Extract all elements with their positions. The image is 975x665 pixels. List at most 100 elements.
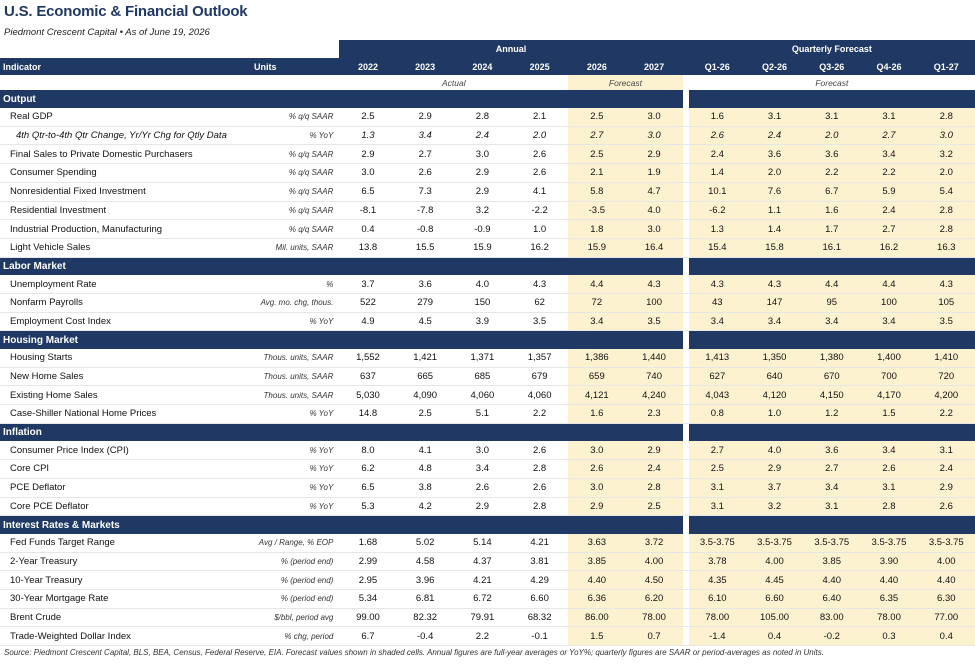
quarterly-value: 4.45: [745, 570, 804, 590]
annual-value: 5,030: [339, 385, 397, 406]
quarterly-group-label: Quarterly Forecast: [688, 40, 975, 58]
quarterly-value: 4.4: [860, 275, 918, 294]
table-row: 4th Qtr-to-4th Qtr Change, Yr/Yr Chg for…: [0, 126, 975, 146]
quarterly-value: 2.7: [860, 126, 918, 146]
indicator-label: 4th Qtr-to-4th Qtr Change, Yr/Yr Chg for…: [0, 126, 251, 146]
table-row: 10-Year Treasury% (period end) 2.95 3.96 4.…: [0, 570, 975, 590]
annual-value: -0.8: [396, 219, 454, 239]
annual-value: 3.72: [625, 533, 683, 553]
annual-value: 665: [396, 367, 454, 387]
quarterly-value: 4.00: [917, 552, 975, 572]
section-header: Housing Market: [0, 330, 975, 349]
quarterly-value: 78.00: [860, 608, 918, 628]
annual-value: 6.20: [625, 589, 683, 609]
annual-value: 16.2: [511, 238, 569, 258]
quarterly-value: 3.1: [803, 497, 861, 517]
quarterly-value: 0.4: [745, 626, 804, 646]
quarterly-value: 78.00: [688, 608, 746, 628]
quarterly-value: 2.0: [745, 163, 804, 183]
quarterly-value: 43: [688, 293, 746, 313]
annual-value: 3.4: [568, 312, 626, 332]
quarterly-value: 1,400: [860, 349, 918, 368]
quarterly-value: 2.9: [745, 459, 804, 479]
quarterly-value: 147: [745, 293, 804, 313]
units-label: % q/q SAAR: [251, 219, 340, 239]
annual-value: 3.0: [453, 441, 511, 461]
section-title: Housing Market: [0, 330, 683, 349]
annual-value: 1.0: [511, 219, 569, 239]
indicator-label: Real GDP: [0, 108, 251, 127]
quarterly-value: 15.8: [745, 238, 804, 258]
annual-value: 2.9: [453, 163, 511, 183]
annual-value: 4.29: [511, 570, 569, 590]
annual-value: 4,090: [396, 385, 454, 406]
annual-value: 0.7: [625, 626, 683, 646]
units-label: % YoY: [251, 497, 340, 517]
annual-value: 5.02: [396, 533, 454, 553]
quarterly-value: 2.7: [860, 219, 918, 239]
units-label: $/bbl, period avg: [251, 608, 340, 628]
indicator-label: Nonfarm Payrolls: [0, 293, 251, 313]
annual-value: 3.9: [453, 312, 511, 332]
annual-value: 2.4: [453, 126, 511, 146]
quarterly-value: 3.0: [917, 126, 975, 146]
annual-value: 2.8: [453, 108, 511, 127]
annual-value: 2.6: [568, 459, 626, 479]
section-title: Interest Rates & Markets: [0, 515, 683, 534]
annual-value: 72: [568, 293, 626, 313]
indicator-label: Employment Cost Index: [0, 312, 251, 332]
quarterly-value: 3.78: [688, 552, 746, 572]
outlook-table: Annual Quarterly Forecast Indicator Unit…: [0, 40, 975, 646]
quarterly-value: 2.7: [688, 441, 746, 461]
quarterly-value: 2.0: [803, 126, 861, 146]
units-header: Units: [251, 57, 340, 76]
annual-value: 1.68: [339, 533, 397, 553]
annual-value: 2.2: [453, 626, 511, 646]
quarter-header: Q3-26: [803, 57, 861, 76]
quarterly-value: 4,200: [917, 385, 975, 406]
quarterly-value: -0.2: [803, 626, 861, 646]
quarterly-value: 3.4: [803, 478, 861, 498]
group-header-row: Annual Quarterly Forecast: [0, 40, 975, 58]
quarterly-value: 1.3: [688, 219, 746, 239]
annual-value: 3.85: [568, 552, 626, 572]
annual-value: 13.8: [339, 238, 397, 258]
quarterly-value: 1.4: [688, 163, 746, 183]
units-label: Avg / Range, % EOP: [251, 533, 340, 553]
annual-value: 3.2: [453, 201, 511, 221]
annual-value: 3.8: [396, 478, 454, 498]
quarterly-value: 6.7: [803, 182, 861, 202]
annual-value: 740: [625, 367, 683, 387]
table-row: Core PCE Deflator% YoY 5.3 4.2 2.9 2.8 2.9 2.5…: [0, 497, 975, 517]
annual-value: 4.0: [625, 201, 683, 221]
table-row: PCE Deflator% YoY 6.5 3.8 2.6 2.6 3.0 2.8 3.1 3.…: [0, 478, 975, 498]
table-row: 2-Year Treasury% (period end) 2.99 4.58 4.3…: [0, 552, 975, 572]
subheader-row: Actual Forecast Forecast: [0, 75, 975, 91]
table-row: Fed Funds Target Range Avg / Range, % EOP…: [0, 533, 975, 553]
quarterly-value: 105.00: [745, 608, 804, 628]
section-title: Inflation: [0, 423, 683, 442]
annual-value: 5.3: [339, 497, 397, 517]
annual-value: 3.0: [568, 441, 626, 461]
annual-value: 2.5: [568, 144, 626, 165]
annual-value: 1,440: [625, 349, 683, 368]
annual-value: -0.4: [396, 626, 454, 646]
quarterly-value: 2.4: [860, 201, 918, 221]
quarterly-value: 2.2: [860, 163, 918, 183]
indicator-label: Brent Crude: [0, 608, 251, 628]
annual-value: 68.32: [511, 608, 569, 628]
indicator-label: Housing Starts: [0, 349, 251, 368]
quarter-header: Q1-26: [688, 57, 746, 76]
forecast-label: Forecast: [568, 75, 683, 91]
quarterly-value: 1,410: [917, 349, 975, 368]
table-row: Nonresidential Fixed Investment% q/q SAA…: [0, 182, 975, 202]
table-row: New Home Sales Thous. units, SAAR 637 665 68…: [0, 367, 975, 387]
annual-value: 99.00: [339, 608, 397, 628]
indicator-label: Unemployment Rate: [0, 275, 251, 294]
quarterly-value: 16.1: [803, 238, 861, 258]
indicator-label: Case-Shiller National Home Prices: [0, 404, 251, 424]
quarterly-value: 2.4: [917, 459, 975, 479]
quarterly-value: 4.3: [688, 275, 746, 294]
annual-value: 5.34: [339, 589, 397, 609]
quarterly-value: 3.5-3.75: [745, 533, 804, 553]
